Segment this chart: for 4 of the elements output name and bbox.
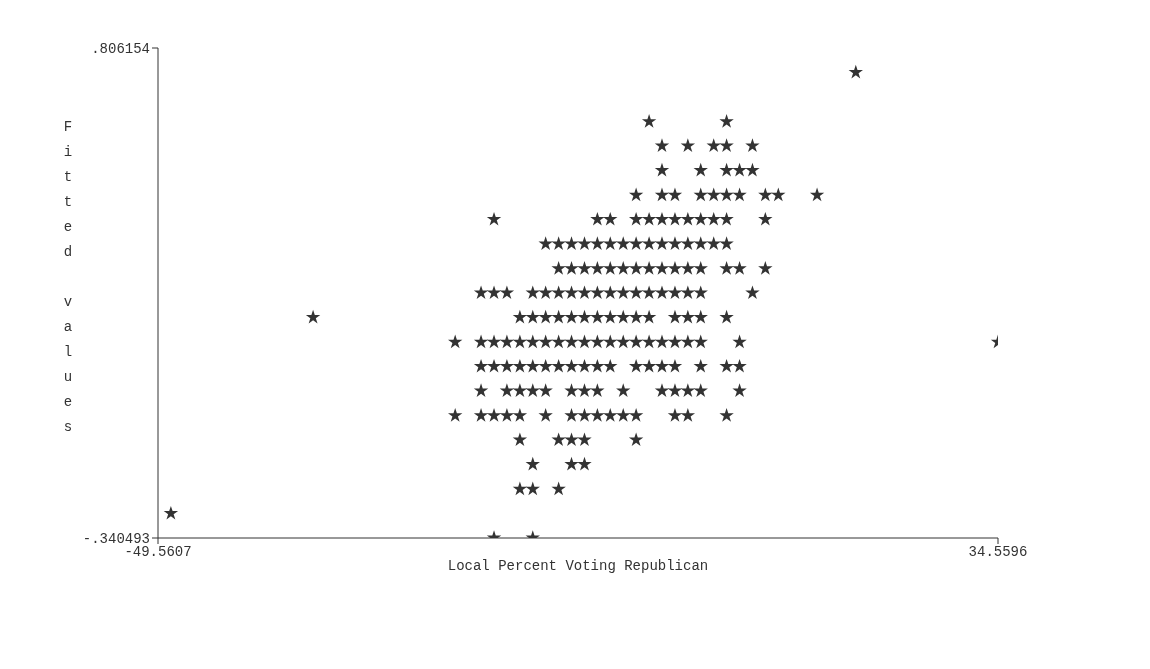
y-tick-label: .806154: [91, 40, 150, 57]
text: Fitted values: [63, 118, 73, 435]
x-tick-label: 34.5596: [968, 543, 1028, 560]
x-axis-title: Local Percent Voting Republican: [447, 558, 709, 574]
